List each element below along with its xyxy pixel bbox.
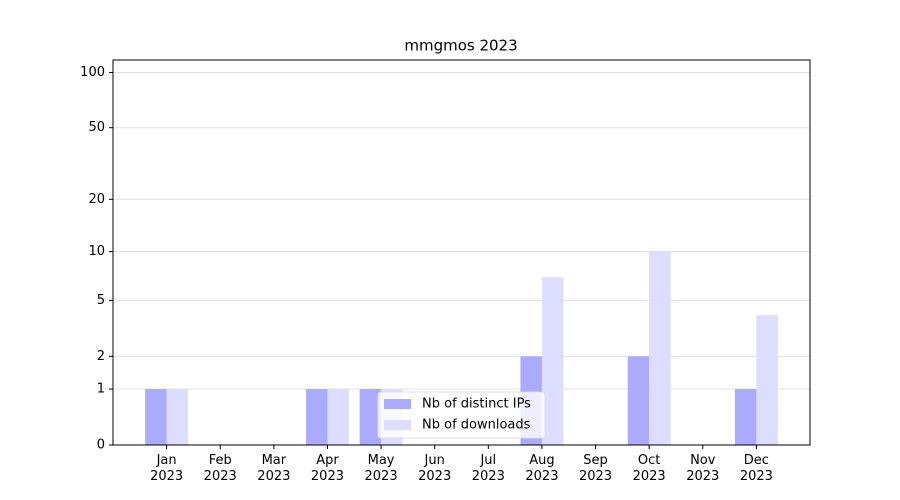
bar [541, 277, 564, 445]
plot-frame [112, 59, 811, 446]
bar [359, 389, 382, 445]
bar [756, 315, 778, 445]
x-tick-label: Sep 2023 [578, 453, 613, 484]
bar [734, 389, 757, 445]
x-tick-label: Mar 2023 [257, 453, 291, 484]
x-tick-label: Apr 2023 [310, 453, 344, 484]
y-tick-label: 2 [97, 349, 105, 364]
y-tick-label: 5 [97, 293, 105, 308]
legend-label: Nb of downloads [422, 418, 531, 433]
x-tick-label: Jun 2023 [418, 453, 452, 484]
x-tick-label: Jul 2023 [471, 453, 505, 484]
legend-swatch [384, 399, 411, 409]
bar [327, 389, 349, 445]
y-tick-label: 20 [88, 192, 105, 207]
y-tick-label: 100 [80, 65, 105, 80]
legend-swatch [384, 420, 411, 430]
chart-title: mmgmos 2023 [404, 37, 517, 55]
y-tick-label: 50 [88, 120, 105, 135]
x-tick-label: May 2023 [364, 453, 398, 484]
x-tick-label: Oct 2023 [632, 453, 666, 484]
y-tick-label: 1 [97, 382, 105, 397]
x-tick-label: Jan 2023 [150, 453, 184, 484]
bar [306, 389, 328, 445]
x-tick-label: Nov 2023 [686, 453, 720, 484]
legend: Nb of distinct IPs Nb of downloads [377, 391, 546, 439]
bar [145, 389, 167, 445]
y-tick-label: 0 [97, 438, 105, 453]
x-tick-label: Feb 2023 [203, 453, 237, 484]
bar [627, 356, 650, 445]
x-tick-label: Aug 2023 [525, 453, 559, 484]
y-tick-label: 10 [88, 244, 105, 259]
bar [166, 389, 189, 445]
legend-label: Nb of distinct IPs [422, 397, 531, 412]
bar [649, 251, 671, 445]
x-tick-label: Dec 2023 [739, 453, 773, 484]
legend-box [377, 391, 546, 439]
